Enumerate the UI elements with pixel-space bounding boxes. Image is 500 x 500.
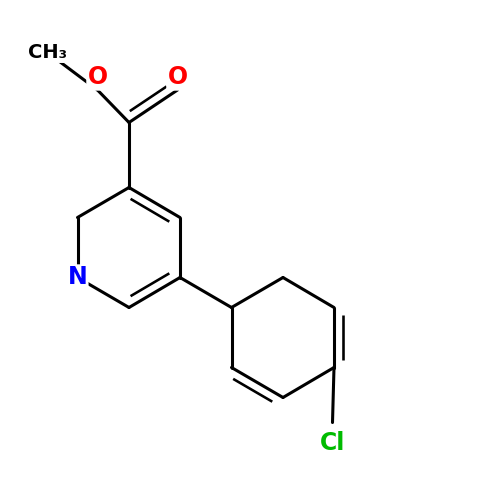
- Text: N: N: [68, 266, 87, 289]
- Text: CH₃: CH₃: [28, 43, 67, 62]
- Text: Cl: Cl: [320, 430, 345, 454]
- Text: O: O: [88, 66, 108, 90]
- Text: O: O: [168, 66, 188, 90]
